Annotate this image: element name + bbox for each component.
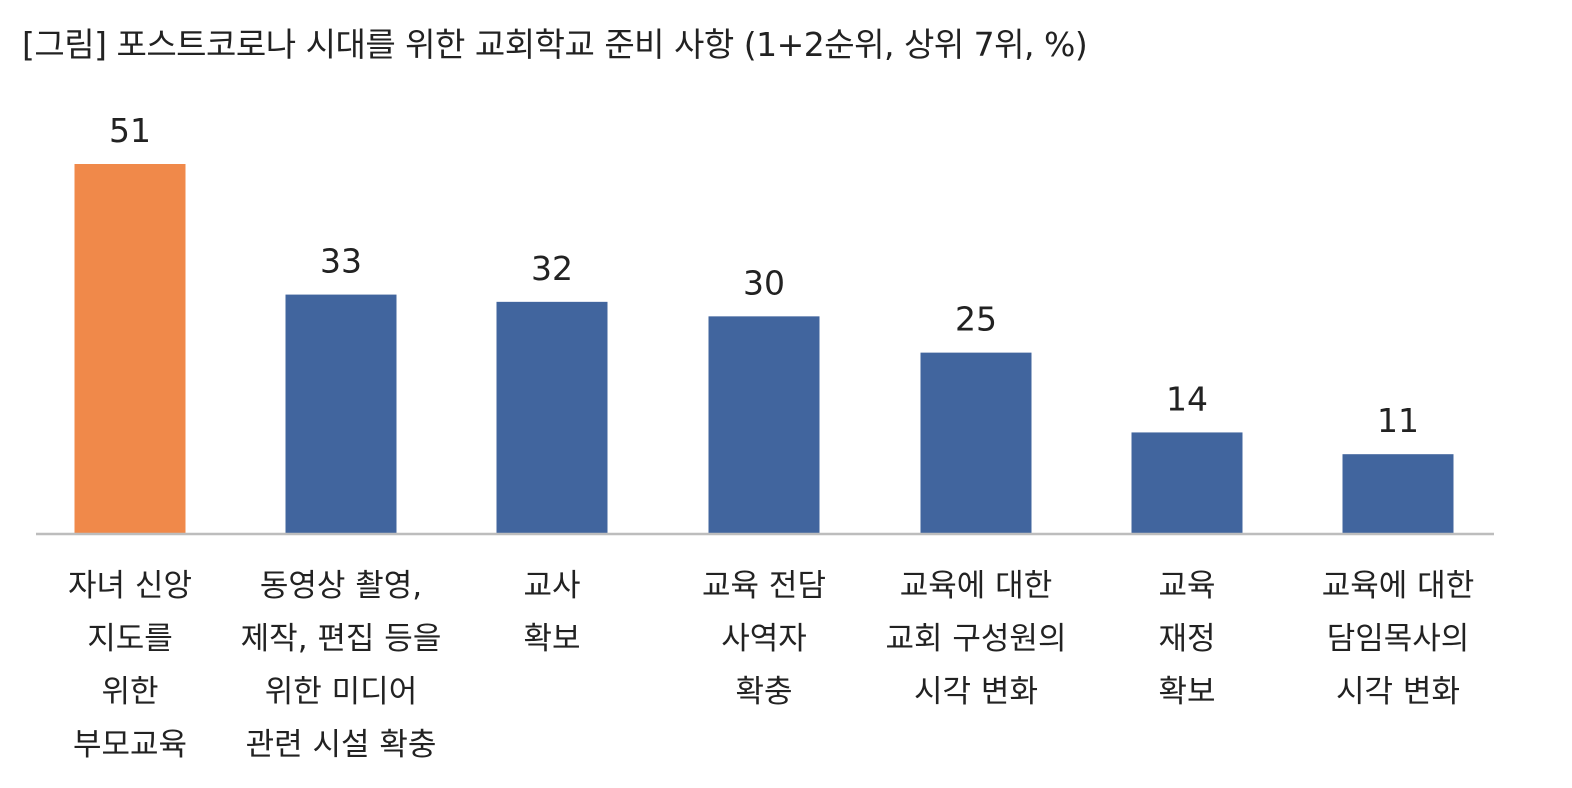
bar-value-label: 30 <box>743 263 785 302</box>
category-label: 교육에 대한 담임목사의 시각 변화 <box>1321 568 1475 710</box>
bar <box>285 294 397 534</box>
bar-value-label: 25 <box>955 300 997 339</box>
bar-value-label: 32 <box>531 249 573 288</box>
bar <box>708 316 820 534</box>
bar-value-label: 33 <box>320 242 362 281</box>
category-label: 교육에 대한 교회 구성원의 시각 변화 <box>885 568 1067 710</box>
value-labels-layer: 51 33 32 30 25 14 11 <box>109 111 1419 440</box>
category-label: 자녀 신앙 지도를 위한 부모교육 <box>68 568 192 763</box>
category-label: 교육 전담 사역자 확충 <box>702 568 826 710</box>
bar-value-label: 14 <box>1166 379 1208 418</box>
bar-value-label: 51 <box>109 111 151 150</box>
bar <box>1342 454 1454 534</box>
bar <box>1131 432 1243 534</box>
bars-layer <box>74 164 1454 534</box>
bar <box>74 164 186 534</box>
category-label: 교사 확보 <box>523 568 581 657</box>
category-label: 교육 재정 확보 <box>1158 568 1216 710</box>
bar <box>496 301 608 534</box>
category-label: 동영상 촬영, 제작, 편집 등을 위한 미디어 관련 시설 확충 <box>240 568 442 763</box>
bar <box>920 352 1032 534</box>
bar-value-label: 11 <box>1377 401 1419 440</box>
chart-title: [그림] 포스트코로나 시대를 위한 교회학교 준비 사항 (1+2순위, 상위… <box>22 25 1088 64</box>
